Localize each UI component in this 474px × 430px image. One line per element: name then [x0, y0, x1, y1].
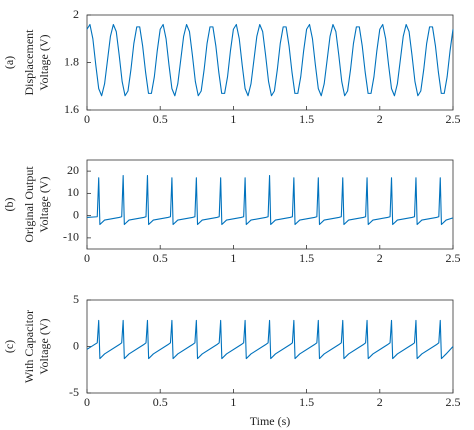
y-tick-label: -5 — [69, 385, 79, 399]
x-tick-label: 2 — [377, 112, 383, 126]
x-tick-label: 1.5 — [299, 112, 314, 126]
x-tick-label: 0.5 — [153, 112, 168, 126]
y-axis-label: Voltage (V) — [37, 34, 51, 90]
x-tick-label: 0.5 — [153, 251, 168, 265]
y-tick-label: 0 — [73, 207, 79, 221]
data-line — [86, 23, 454, 97]
x-tick-label: 1 — [230, 251, 236, 265]
y-axis-label: Displacement — [22, 29, 36, 96]
panel-label: (a) — [2, 56, 16, 69]
y-tick-label: 5 — [73, 292, 79, 306]
y-tick-label: 10 — [67, 185, 79, 199]
x-tick-label: 1.5 — [299, 395, 314, 409]
y-tick-label: 1.8 — [64, 54, 79, 68]
data-line — [86, 175, 454, 226]
panel-label: (c) — [2, 340, 16, 353]
y-tick-label: 20 — [67, 163, 79, 177]
x-tick-label: 0.5 — [153, 395, 168, 409]
x-axis-label: Time (s) — [250, 414, 291, 428]
x-tick-label: 2.5 — [446, 395, 461, 409]
y-tick-label: -10 — [63, 230, 79, 244]
x-tick-label: 2 — [377, 395, 383, 409]
x-tick-label: 0 — [84, 112, 90, 126]
y-tick-label: 0 — [73, 338, 79, 352]
x-tick-label: 0 — [84, 395, 90, 409]
x-tick-label: 2.5 — [446, 251, 461, 265]
x-tick-label: 2 — [377, 251, 383, 265]
x-tick-label: 0 — [84, 251, 90, 265]
plot-frame — [86, 159, 454, 250]
data-line — [86, 319, 454, 360]
panel-label: (b) — [2, 198, 16, 212]
plot-frame — [86, 14, 454, 111]
y-tick-label: 1.6 — [64, 102, 79, 116]
x-tick-label: 2.5 — [446, 112, 461, 126]
y-tick-label: 2 — [73, 7, 79, 21]
y-axis-label: With Capacitor — [22, 310, 36, 383]
x-tick-label: 1.5 — [299, 251, 314, 265]
x-tick-label: 1 — [230, 395, 236, 409]
y-axis-label: Voltage (V) — [37, 176, 51, 232]
y-axis-label: Original Output — [22, 166, 36, 243]
y-axis-label: Voltage (V) — [37, 318, 51, 374]
x-tick-label: 1 — [230, 112, 236, 126]
